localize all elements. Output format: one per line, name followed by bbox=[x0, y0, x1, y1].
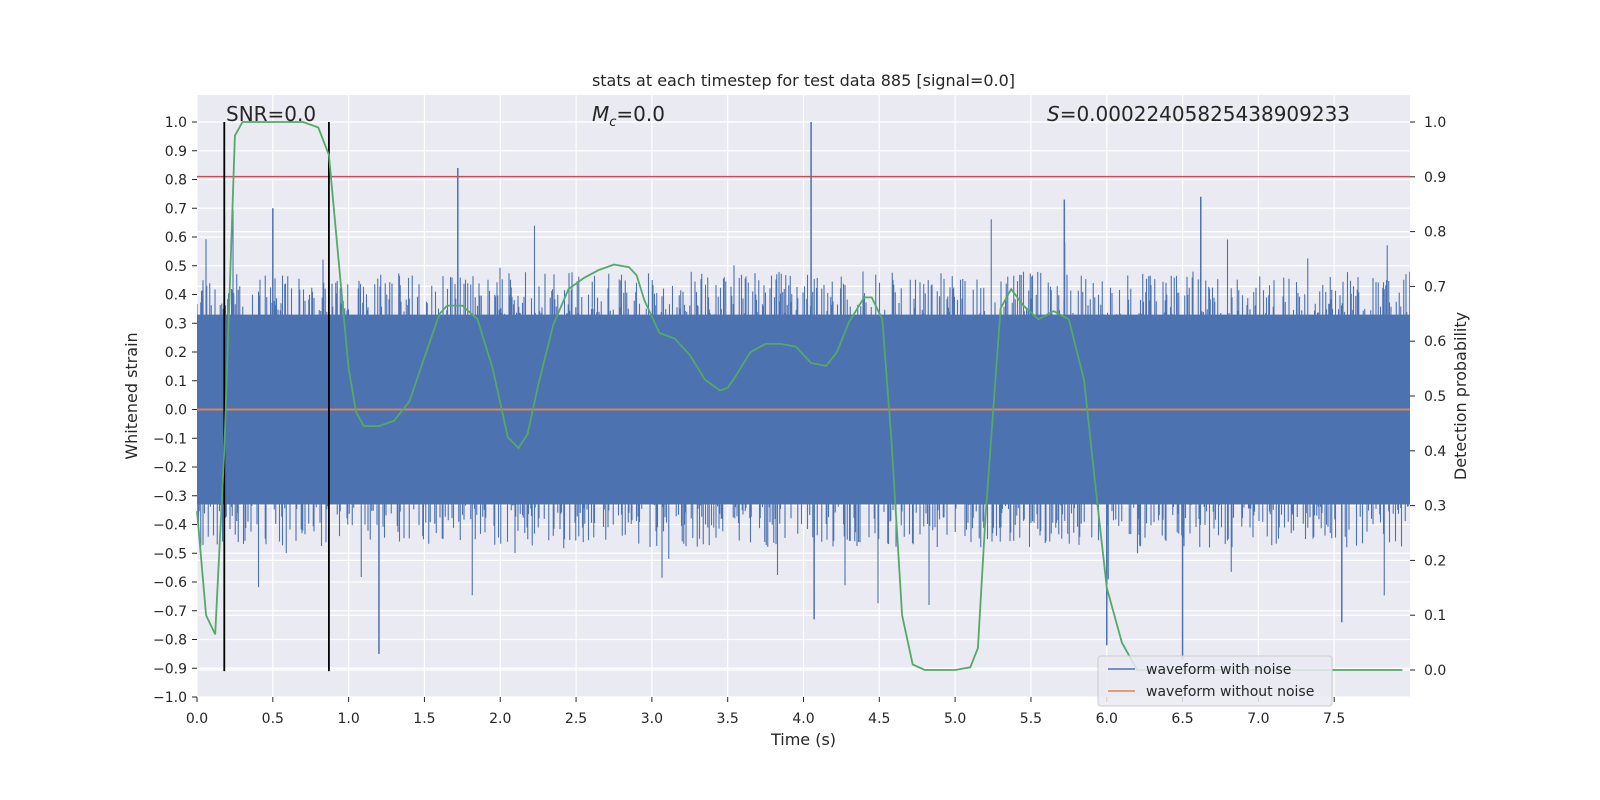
x-tick-label: 3.5 bbox=[717, 711, 739, 727]
y2-tick-label: 0.2 bbox=[1424, 553, 1446, 569]
y2-tick-label: 1.0 bbox=[1424, 115, 1446, 131]
y-tick-label: 0.7 bbox=[165, 201, 187, 217]
legend-label-waveform-with-noise: waveform with noise bbox=[1146, 662, 1291, 678]
x-tick-label: 5.0 bbox=[944, 711, 966, 727]
x-tick-label: 4.0 bbox=[792, 711, 814, 727]
mc-value: =0.0 bbox=[616, 102, 665, 126]
detection-probability-line bbox=[196, 121, 1403, 671]
s-value: =0.00022405825438909233 bbox=[1060, 102, 1350, 126]
y2-tick-label: 0.1 bbox=[1424, 608, 1446, 624]
y2-axis-label: Detection probability bbox=[1451, 312, 1470, 480]
x-tick-label: 5.5 bbox=[1020, 711, 1042, 727]
y-tick-label: 0.1 bbox=[165, 374, 187, 390]
axis-ticks: 0.0 0.5 1.0 1.5 2.0 2.5 3.0 3.5 4.0 4.5 5.0 5.5 6.0 6… bbox=[153, 115, 1446, 727]
y-tick-label: 0.4 bbox=[165, 288, 187, 304]
mc-subscript: c bbox=[609, 115, 616, 130]
y2-tick-label: 0.3 bbox=[1424, 499, 1446, 515]
legend-label-waveform-without-noise: waveform without noise bbox=[1146, 684, 1314, 700]
x-tick-label: 2.0 bbox=[489, 711, 511, 727]
y2-tick-label: 0.9 bbox=[1424, 170, 1446, 186]
y-tick-label: −0.6 bbox=[153, 575, 187, 591]
y-tick-label: −0.9 bbox=[153, 661, 187, 677]
chart-title: stats at each timestep for test data 885… bbox=[592, 71, 1015, 90]
s-symbol: S bbox=[1047, 102, 1060, 126]
score-annotation: S=0.00022405825438909233 bbox=[1047, 102, 1350, 126]
y-tick-label: 0.9 bbox=[165, 144, 187, 160]
y-tick-label: −1.0 bbox=[153, 690, 187, 706]
x-tick-label: 0.0 bbox=[186, 711, 208, 727]
y2-tick-label: 0.8 bbox=[1424, 225, 1446, 241]
y-tick-label: 0.6 bbox=[165, 230, 187, 246]
y2-tick-label: 0.0 bbox=[1424, 663, 1446, 679]
x-tick-label: 6.0 bbox=[1096, 711, 1118, 727]
y2-tick-label: 0.4 bbox=[1424, 444, 1446, 460]
overlay-lines bbox=[196, 121, 1410, 672]
y-tick-label: −0.5 bbox=[153, 546, 187, 562]
y-tick-label: −0.4 bbox=[153, 518, 187, 534]
x-tick-label: 6.5 bbox=[1171, 711, 1193, 727]
x-tick-label: 7.5 bbox=[1323, 711, 1345, 727]
x-tick-label: 3.0 bbox=[641, 711, 663, 727]
legend-box bbox=[1097, 655, 1333, 707]
x-tick-label: 1.5 bbox=[413, 711, 435, 727]
y2-tick-label: 0.5 bbox=[1424, 389, 1446, 405]
y-tick-label: −0.2 bbox=[153, 460, 187, 476]
y-tick-label: 0.8 bbox=[165, 173, 187, 189]
chirp-mass-annotation: Mc=0.0 bbox=[592, 102, 665, 130]
y-tick-label: 0.0 bbox=[165, 403, 187, 419]
y-axis-label: Whitened strain bbox=[122, 332, 141, 459]
y-tick-label: 0.3 bbox=[165, 316, 187, 332]
x-tick-label: 0.5 bbox=[262, 711, 284, 727]
y-tick-label: −0.7 bbox=[153, 604, 187, 620]
y2-tick-label: 0.7 bbox=[1424, 279, 1446, 295]
x-tick-label: 7.0 bbox=[1247, 711, 1269, 727]
y-tick-label: −0.8 bbox=[153, 633, 187, 649]
y-tick-label: 0.5 bbox=[165, 259, 187, 275]
y-tick-label: 0.2 bbox=[165, 345, 187, 361]
x-axis-label: Time (s) bbox=[770, 730, 836, 749]
y-tick-label: −0.1 bbox=[153, 431, 187, 447]
y-tick-label: 1.0 bbox=[165, 115, 187, 131]
y2-tick-label: 0.6 bbox=[1424, 334, 1446, 350]
snr-annotation: SNR=0.0 bbox=[226, 102, 316, 126]
x-tick-label: 2.5 bbox=[565, 711, 587, 727]
x-tick-label: 1.0 bbox=[337, 711, 359, 727]
x-tick-label: 4.5 bbox=[868, 711, 890, 727]
mc-symbol: M bbox=[592, 102, 609, 126]
legend: waveform with noise waveform without noi… bbox=[1097, 655, 1333, 707]
y-tick-label: −0.3 bbox=[153, 489, 187, 505]
